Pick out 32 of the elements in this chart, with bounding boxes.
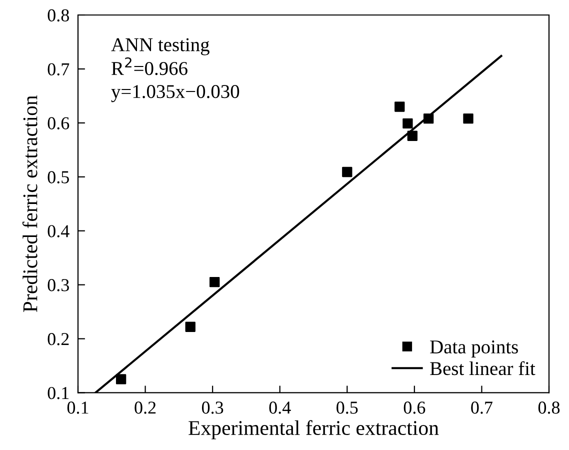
- x-tick-label: 0.1: [67, 402, 88, 414]
- point: [423, 114, 434, 124]
- x-tick-label: 0.2: [134, 402, 156, 414]
- x-tick-label: 0.5: [336, 402, 358, 414]
- x-tick-label: 0.8: [538, 402, 560, 414]
- point: [342, 166, 352, 178]
- y-tick-label: 0.3: [48, 279, 69, 292]
- x-tick-label: 0.7: [471, 402, 492, 414]
- y-tick-label: 0.8: [48, 9, 69, 22]
- y-tick-label: 0.6: [48, 117, 70, 130]
- legend-label: Data points: [430, 340, 518, 358]
- y-tick-label: 0.5: [48, 171, 69, 184]
- point: [210, 277, 220, 288]
- x-tick-label: 0.4: [269, 402, 291, 414]
- point: [402, 118, 413, 129]
- point: [116, 374, 126, 384]
- y-tick-label: 0.4: [48, 225, 70, 238]
- legend-label: Best linear fit: [430, 361, 536, 376]
- y-tick-label: 0.7: [48, 63, 70, 76]
- annotation: ANN testing: [111, 38, 210, 56]
- y-axis-title: Predicted ferric extraction: [22, 95, 38, 312]
- x-tick-label: 0.3: [202, 402, 224, 414]
- point: [407, 130, 418, 141]
- point: [185, 322, 196, 332]
- point: [463, 114, 474, 124]
- annotation: y=1.035x−0.030: [111, 85, 240, 102]
- annotation: R$^{2}$=0.966: [112, 57, 188, 76]
- y-tick-label: 0.1: [48, 386, 69, 400]
- point: [394, 102, 405, 112]
- y-tick-label: 0.2: [48, 333, 69, 346]
- x-axis-title: Experimental ferric extraction: [188, 420, 439, 440]
- x-tick-label: 0.6: [404, 402, 426, 414]
